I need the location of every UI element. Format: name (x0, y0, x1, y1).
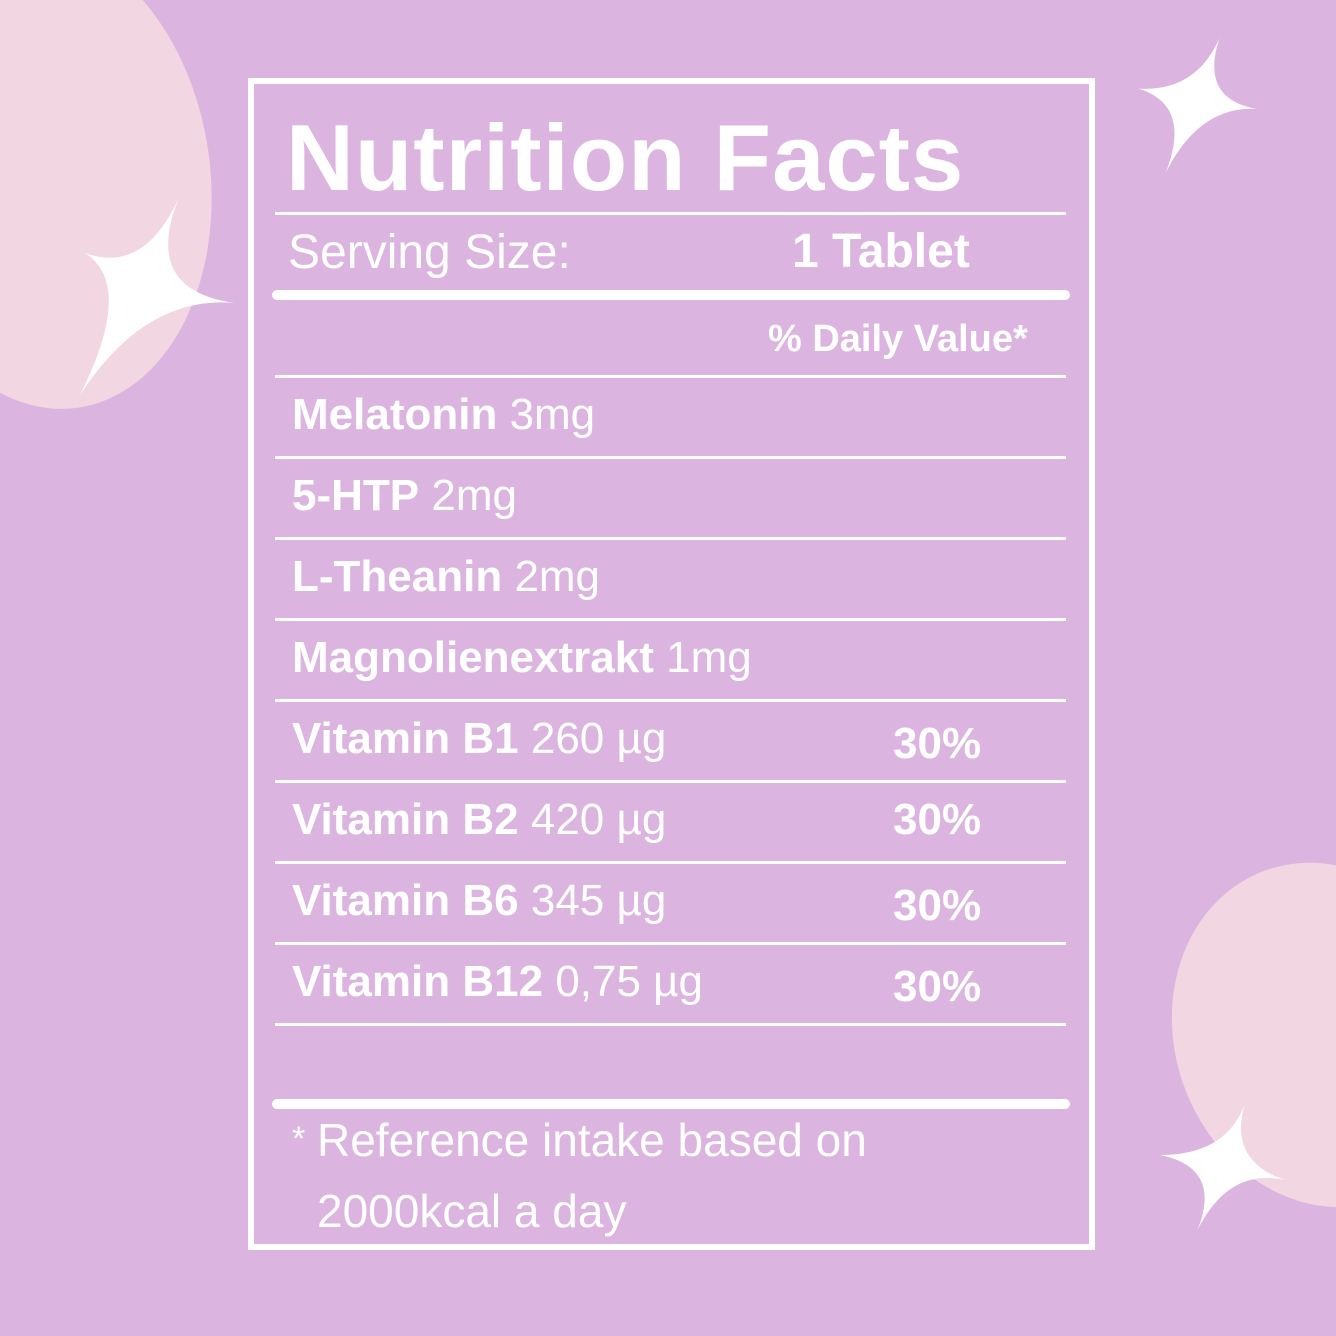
thick-divider (272, 290, 1070, 300)
nutrient-amount: 1mg (666, 633, 752, 682)
serving-size-value: 1 Tablet (792, 225, 970, 278)
nutrient-daily-value: 30% (893, 719, 982, 768)
nutrient-amount: 345 µg (530, 876, 667, 925)
nutrient-amount: 0,75 µg (555, 957, 703, 1006)
nutrient-amount: 420 µg (530, 795, 667, 844)
nutrient-daily-value: 30% (893, 795, 982, 844)
nutrient-row: Magnolienextrakt 1mg (292, 633, 752, 683)
nutrient-name: Melatonin (292, 390, 498, 439)
nutrient-name: L-Theanin (292, 552, 503, 601)
nutrient-name: Magnolienextrakt (292, 633, 654, 682)
nutrient-name: 5-HTP (292, 471, 420, 520)
divider (275, 780, 1066, 783)
nutrient-name: Vitamin B6 (292, 876, 519, 925)
nutrient-amount: 2mg (514, 552, 601, 601)
sparkle-icon (1138, 38, 1257, 173)
divider (275, 942, 1066, 945)
nutrient-row: Vitamin B12 0,75 µg (292, 957, 703, 1007)
nutrition-facts-label (248, 78, 1095, 1250)
nutrient-row: Vitamin B6 345 µg (292, 876, 666, 926)
nutrient-row: L-Theanin 2mg (292, 552, 600, 602)
footnote-line-1: Reference intake based on (317, 1114, 867, 1166)
divider (275, 456, 1066, 459)
serving-size-label: Serving Size: (288, 226, 571, 279)
thick-divider (272, 1099, 1070, 1109)
footnote-mark: * (292, 1120, 306, 1158)
divider (275, 699, 1066, 702)
nutrient-row: Vitamin B1 260 µg (292, 714, 666, 764)
sparkle-icon (80, 195, 235, 395)
label-title: Nutrition Facts (286, 105, 965, 210)
nutrient-row: Melatonin 3mg (292, 390, 595, 440)
nutrient-row: Vitamin B2 420 µg (292, 795, 666, 845)
nutrient-amount: 2mg (431, 471, 517, 520)
divider (275, 1023, 1066, 1026)
nutrient-amount: 260 µg (530, 714, 667, 763)
divider (275, 375, 1066, 378)
divider (275, 537, 1066, 540)
daily-value-header: % Daily Value* (768, 318, 1028, 360)
footnote-line-2: 2000kcal a day (317, 1185, 627, 1237)
nutrient-daily-value: 30% (893, 881, 982, 930)
nutrient-amount: 3mg (509, 390, 596, 439)
nutrient-name: Vitamin B1 (292, 714, 519, 763)
nutrient-daily-value: 30% (893, 962, 982, 1011)
divider (275, 212, 1066, 215)
divider (275, 861, 1066, 864)
nutrient-name: Vitamin B2 (292, 795, 519, 844)
nutrient-name: Vitamin B12 (292, 957, 544, 1006)
divider (275, 618, 1066, 621)
sparkle-icon (1160, 1105, 1285, 1230)
nutrient-row: 5-HTP 2mg (292, 471, 517, 521)
